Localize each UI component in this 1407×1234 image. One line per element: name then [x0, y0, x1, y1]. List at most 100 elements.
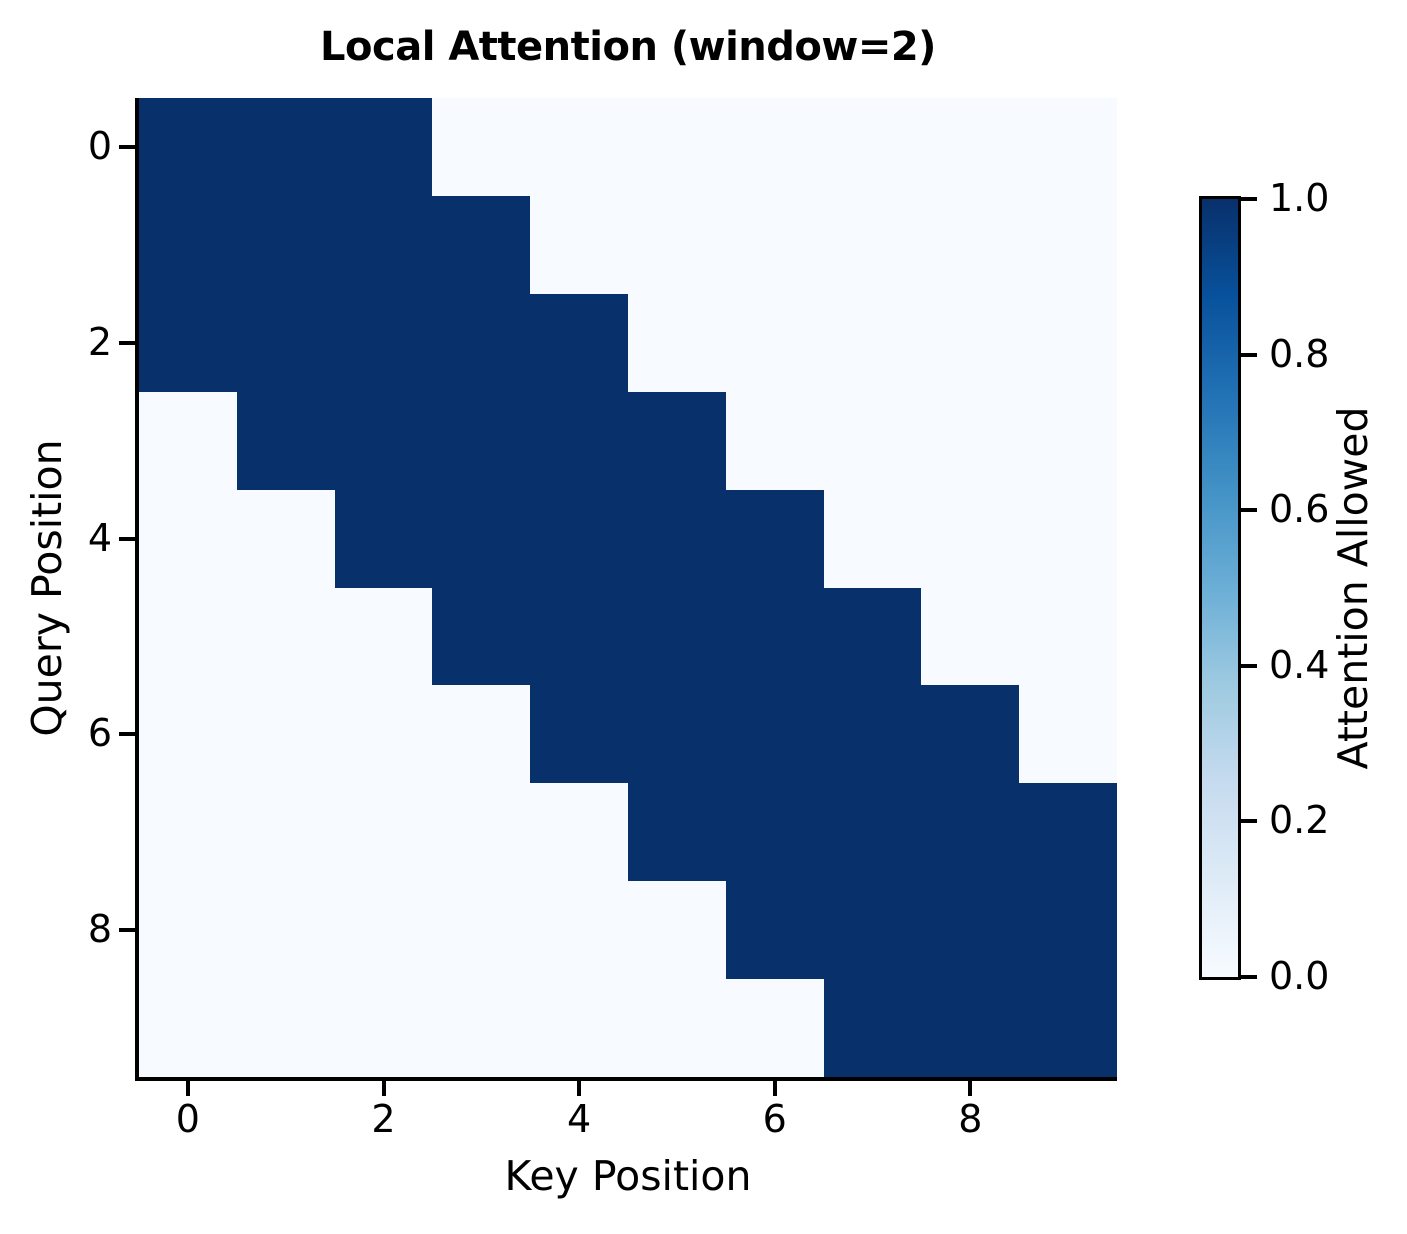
- x-axis-tick-label: 0: [175, 1097, 200, 1141]
- heatmap-cell: [432, 587, 531, 686]
- heatmap-cell: [530, 979, 628, 1077]
- heatmap-cell: [823, 685, 922, 784]
- colorbar-tick: [1241, 197, 1257, 201]
- heatmap-cell: [334, 293, 433, 392]
- y-axis-tick: [119, 536, 135, 541]
- heatmap-cell: [1019, 391, 1117, 490]
- x-axis-tick: [772, 1081, 777, 1096]
- heatmap-cell: [725, 979, 824, 1077]
- heatmap-cell: [139, 881, 237, 980]
- heatmap-cell: [236, 979, 335, 1077]
- heatmap-cell: [725, 391, 824, 490]
- heatmap-cell: [432, 783, 531, 882]
- heatmap-cell: [628, 489, 726, 588]
- y-axis-tick: [119, 340, 135, 345]
- colorbar-tick-label: 0.6: [1269, 487, 1330, 532]
- colorbar-tick: [1241, 663, 1257, 668]
- heatmap-cell: [139, 489, 237, 588]
- heatmap-cell: [823, 881, 922, 980]
- x-axis-tick-label: 4: [567, 1097, 592, 1141]
- heatmap-cell: [725, 293, 824, 392]
- heatmap-cell: [139, 587, 237, 686]
- heatmap-cell: [139, 98, 237, 196]
- heatmap-cell: [725, 881, 824, 980]
- heatmap-cell: [236, 685, 335, 784]
- heatmap-cell: [921, 195, 1020, 294]
- colorbar-tick-label: 0.8: [1269, 331, 1330, 376]
- x-axis-label: Key Position: [504, 1152, 752, 1200]
- heatmap-cell: [530, 685, 628, 784]
- heatmap-cell: [823, 195, 922, 294]
- heatmap-cell: [530, 587, 628, 686]
- heatmap-cell: [334, 98, 433, 196]
- heatmap-cell: [432, 391, 531, 490]
- heatmap-cell: [334, 195, 433, 294]
- y-axis-tick-label: 6: [87, 711, 112, 756]
- heatmap-cell: [921, 293, 1020, 392]
- y-axis-label: Query Position: [23, 439, 71, 737]
- heatmap-cell: [530, 391, 628, 490]
- heatmap-cell: [432, 979, 531, 1077]
- heatmap-cell: [1019, 98, 1117, 196]
- heatmap-cell: [1019, 685, 1117, 784]
- heatmap-cell: [921, 98, 1020, 196]
- heatmap-cell: [1019, 881, 1117, 980]
- heatmap-cell: [628, 783, 726, 882]
- heatmap: [139, 98, 1117, 1077]
- y-axis-ticks: [119, 98, 135, 1077]
- x-axis-tick: [968, 1081, 973, 1096]
- x-axis-tick: [577, 1081, 582, 1096]
- heatmap-cell: [921, 685, 1020, 784]
- y-axis-tick: [119, 732, 135, 737]
- heatmap-cell: [628, 587, 726, 686]
- colorbar-ticks: [1241, 197, 1257, 979]
- heatmap-cell: [725, 195, 824, 294]
- heatmap-cell: [628, 685, 726, 784]
- heatmap-cell: [725, 98, 824, 196]
- heatmap-cell: [139, 979, 237, 1077]
- x-axis-tick-label: 8: [958, 1097, 983, 1141]
- heatmap-cell: [823, 587, 922, 686]
- colorbar-tick: [1241, 352, 1257, 357]
- heatmap-cell: [1019, 587, 1117, 686]
- heatmap-cell: [236, 783, 335, 882]
- heatmap-cell: [334, 881, 433, 980]
- heatmap-cell: [921, 881, 1020, 980]
- heatmap-cell: [725, 685, 824, 784]
- y-axis-tick: [119, 928, 135, 933]
- heatmap-cell: [823, 783, 922, 882]
- heatmap-cell: [1019, 293, 1117, 392]
- heatmap-cell: [139, 783, 237, 882]
- heatmap-cell: [139, 293, 237, 392]
- heatmap-cell: [1019, 489, 1117, 588]
- heatmap-cell: [823, 391, 922, 490]
- heatmap-cell: [530, 881, 628, 980]
- heatmap-cell: [334, 587, 433, 686]
- heatmap-cell: [236, 489, 335, 588]
- colorbar-label: Attention Allowed: [1329, 406, 1377, 770]
- heatmap-cell: [1019, 783, 1117, 882]
- heatmap-cell: [823, 98, 922, 196]
- heatmap-cell: [530, 489, 628, 588]
- y-axis-spine: [135, 98, 139, 1081]
- heatmap-cell: [139, 391, 237, 490]
- heatmap-cell: [334, 685, 433, 784]
- heatmap-cell: [725, 587, 824, 686]
- heatmap-cell: [628, 979, 726, 1077]
- heatmap-cell: [432, 195, 531, 294]
- heatmap-cell: [921, 489, 1020, 588]
- colorbar-tick-label: 0.0: [1269, 954, 1330, 999]
- heatmap-cell: [334, 489, 433, 588]
- heatmap-cell: [823, 293, 922, 392]
- heatmap-cell: [921, 783, 1020, 882]
- colorbar-tick: [1241, 508, 1257, 513]
- heatmap-cell: [432, 98, 531, 196]
- heatmap-cell: [628, 881, 726, 980]
- heatmap-cell: [530, 195, 628, 294]
- heatmap-cell: [236, 195, 335, 294]
- y-axis-tick-label: 0: [87, 124, 112, 169]
- heatmap-cell: [139, 685, 237, 784]
- chart-title: Local Attention (window=2): [320, 24, 936, 70]
- heatmap-cell: [921, 391, 1020, 490]
- heatmap-cell: [1019, 979, 1117, 1077]
